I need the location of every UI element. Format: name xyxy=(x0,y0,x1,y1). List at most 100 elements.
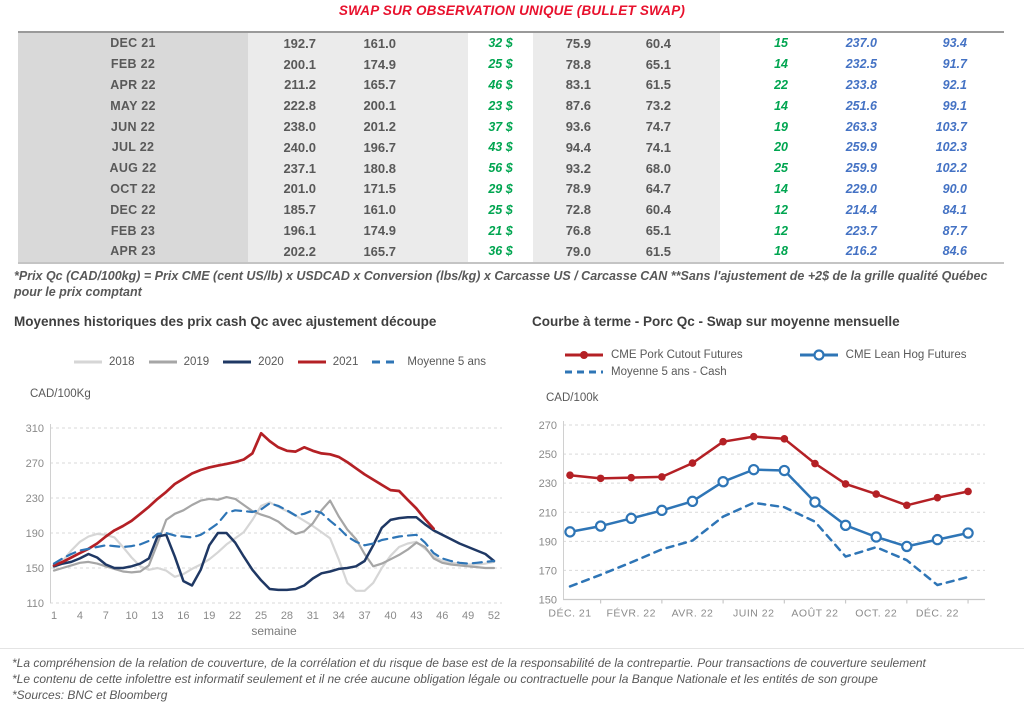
filler-cell xyxy=(680,136,720,158)
axis-tick-label: 7 xyxy=(103,610,109,622)
gain-cell: 14 xyxy=(774,181,788,196)
basis-cell: 29 $ xyxy=(488,181,513,196)
qc-cash-cell: 180.8 xyxy=(325,157,405,179)
qc-cash-cell: 174.9 xyxy=(325,220,405,241)
table-footnote: *Prix Qc (CAD/100kg) = Prix CME (cent US… xyxy=(14,269,988,299)
filler-cell xyxy=(975,220,1004,241)
gain-cell: 12 xyxy=(774,223,788,238)
month-cell: JUL 22 xyxy=(18,136,248,158)
month-cell: FEB 23 xyxy=(18,220,248,241)
axis-tick-label: 19 xyxy=(203,610,215,622)
hog-forward-cell: 93.4 xyxy=(942,36,967,51)
filler-cell xyxy=(405,33,468,54)
legend-item: 2020 xyxy=(222,356,284,368)
legend-item: CME Lean Hog Futures xyxy=(798,348,966,362)
gain-cell: 14 xyxy=(774,57,788,72)
axis-tick-label: 10 xyxy=(126,610,138,622)
us-cash-cell: 73.2 xyxy=(600,95,680,117)
axis-tick-label: 270 xyxy=(539,420,557,432)
axis-tick-label: 25 xyxy=(255,610,267,622)
left-chart-plot: 310 270 230 190 150 110 1 4 7 10 13 16 19 22 25 28 31 34 3… xyxy=(26,423,502,638)
series-line xyxy=(568,435,970,507)
hog-forward-cell: 84.1 xyxy=(942,202,967,217)
legend-row: Moyenne 5 ans - Cash xyxy=(563,365,727,379)
basis-cell: 25 $ xyxy=(488,202,513,217)
axis-tick-label: 43 xyxy=(410,610,422,622)
axis-tick-label: 190 xyxy=(26,528,44,540)
month-cell: MAY 22 xyxy=(18,95,248,117)
cutout-forward-cell: 237.0 xyxy=(845,36,877,51)
axis-tick-label: 49 xyxy=(462,610,474,622)
basis-cell: 46 $ xyxy=(488,77,513,92)
qc-forward-cell: 201.0 xyxy=(248,178,325,200)
cutout-forward-cell: 229.0 xyxy=(845,181,877,196)
legend-item: Moyenne 5 ans xyxy=(371,356,486,368)
axis-tick-label: 37 xyxy=(358,610,370,622)
legend-row: CME Pork Cutout Futures CME Lean Hog Futu… xyxy=(563,348,966,362)
filler-cell xyxy=(680,116,720,137)
filler-cell xyxy=(405,220,468,241)
month-cell: FEB 22 xyxy=(18,53,248,75)
month-cell: OCT 22 xyxy=(18,178,248,200)
sources-line: *Sources: BNC et Bloomberg xyxy=(12,688,168,702)
basis-cell: 37 $ xyxy=(488,119,513,134)
axis-tick-label: 150 xyxy=(26,563,44,575)
axis-tick-label: AOÛT 22 xyxy=(791,607,838,620)
us-cash-cell: 68.0 xyxy=(600,157,680,179)
filler-cell xyxy=(405,240,468,262)
basis-cell: 25 $ xyxy=(488,57,513,72)
qc-cash-cell: 165.7 xyxy=(325,240,405,262)
axis-tick-label: semaine xyxy=(251,624,297,638)
us-cash-cell: 60.4 xyxy=(600,33,680,54)
us-forward-cell: 75.9 xyxy=(533,33,600,54)
filler-cell xyxy=(405,157,468,179)
disclaimer-line: *Le contenu de cette infolettre est info… xyxy=(12,672,878,686)
hog-forward-cell: 99.1 xyxy=(942,98,967,113)
legend-line-swatch xyxy=(297,360,326,364)
legend-label: 2020 xyxy=(258,356,284,368)
filler-cell xyxy=(680,53,720,75)
axis-tick-label: 16 xyxy=(177,610,189,622)
axis-tick-label: 230 xyxy=(26,493,44,505)
filler-cell xyxy=(405,53,468,75)
gain-cell: 22 xyxy=(774,77,788,92)
qc-cash-cell: 165.7 xyxy=(325,74,405,96)
filler-cell xyxy=(975,33,1004,54)
filler-cell xyxy=(680,74,720,96)
filler-cell xyxy=(975,116,1004,137)
axis-tick-label: AVR. 22 xyxy=(672,608,714,620)
axis-tick-label: 52 xyxy=(488,610,500,622)
legend-line-swatch xyxy=(799,349,838,361)
axis-tick-label: 110 xyxy=(26,598,44,610)
swap-table: DEC 21 192.7 161.0 32 $75.9 60.4 15 237.0 93.4 F… xyxy=(18,31,1004,264)
basis-cell: 43 $ xyxy=(488,140,513,155)
axis-tick-label: FÉVR. 22 xyxy=(606,607,656,620)
gain-cell: 15 xyxy=(774,36,788,51)
us-forward-cell: 83.1 xyxy=(533,74,600,96)
cutout-forward-cell: 233.8 xyxy=(845,77,877,92)
legend-line-swatch xyxy=(565,351,603,359)
axis-tick-label: DÉC. 21 xyxy=(548,607,591,620)
filler-cell xyxy=(680,220,720,241)
qc-forward-cell: 211.2 xyxy=(248,74,325,96)
gain-cell: 12 xyxy=(774,202,788,217)
filler-cell xyxy=(975,241,1004,262)
cutout-forward-cell: 216.2 xyxy=(845,244,877,259)
axis-tick-label: 13 xyxy=(151,610,163,622)
filler-cell xyxy=(405,95,468,117)
legend-label: Moyenne 5 ans - Cash xyxy=(611,366,727,378)
us-forward-cell: 72.8 xyxy=(533,199,600,221)
legend-line-swatch xyxy=(372,360,401,364)
historical-prices-chart: Moyennes historiques des prix cash Qc av… xyxy=(12,312,517,644)
gain-cell: 25 xyxy=(774,161,788,176)
legend-label: 2021 xyxy=(332,356,359,368)
qc-cash-cell: 196.7 xyxy=(325,136,405,158)
disclaimer-footer: *La compréhension de la relation de couv… xyxy=(0,648,1024,703)
qc-forward-cell: 200.1 xyxy=(248,53,325,75)
us-forward-cell: 94.4 xyxy=(533,136,600,158)
us-cash-cell: 74.7 xyxy=(600,116,680,137)
us-forward-cell: 93.6 xyxy=(533,116,600,137)
right-chart-legend: CME Pork Cutout Futures CME Lean Hog Futu… xyxy=(563,348,966,379)
filler-cell xyxy=(680,157,720,179)
qc-cash-cell: 201.2 xyxy=(325,116,405,137)
